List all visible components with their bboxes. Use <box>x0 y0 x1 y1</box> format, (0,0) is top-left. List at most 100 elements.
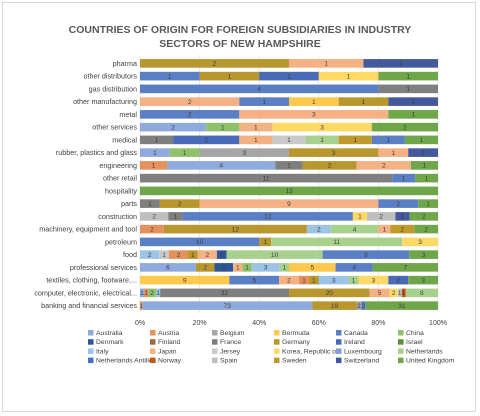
bar-segment-japan <box>239 110 389 119</box>
legend-swatch-austria <box>150 330 156 336</box>
legend-swatch-ireland <box>336 339 342 345</box>
category-label: other retail <box>103 174 137 183</box>
bar-segment-germany <box>195 263 215 272</box>
category-label: engineering <box>99 161 137 170</box>
bar-segment-china <box>242 263 252 272</box>
data-label: 2 <box>204 137 208 144</box>
bar-segment-germany <box>163 224 307 234</box>
data-label: 1 <box>183 150 187 157</box>
data-label: 8 <box>420 290 424 297</box>
bar-segment-germany <box>199 71 260 81</box>
legend-swatch-denmark <box>88 339 94 345</box>
data-label: 1 <box>148 201 152 208</box>
bar-segment-france <box>140 199 160 208</box>
x-tick-label: 20% <box>193 320 207 327</box>
bar-segment-denmark <box>214 263 234 272</box>
category-label: food <box>123 250 137 259</box>
data-label: 6 <box>166 265 170 272</box>
data-label: 3 <box>320 124 324 131</box>
bar-segment-australia <box>140 148 170 157</box>
bar-segment-germany <box>312 301 357 310</box>
legend-swatch-netherlands-antilles <box>88 357 94 364</box>
bar-segment-canada <box>229 275 280 285</box>
bar-segment-france <box>378 84 438 94</box>
bar-segment-korea-republic-of <box>352 212 368 221</box>
bar-segment-netherlands <box>330 224 379 234</box>
data-label: 1 <box>220 252 224 259</box>
x-tick-label: 80% <box>371 320 385 327</box>
legend-label-bermuda: Bermuda <box>282 330 310 337</box>
legend-label-austria: Austria <box>158 330 179 337</box>
data-label: 2 <box>152 214 156 221</box>
data-label: 1 <box>152 163 156 170</box>
legend: Australia Austria Belgium Bermuda Canada Chin… <box>88 330 455 365</box>
bar-segment-united-kingdom <box>418 199 438 208</box>
bar-segment-spain <box>367 212 396 221</box>
bar-segment-australia <box>140 122 207 132</box>
data-label: 1 <box>263 239 267 246</box>
data-label: 5 <box>310 265 314 272</box>
data-label: 12 <box>264 214 272 221</box>
data-label: 1 <box>153 150 157 157</box>
data-label: 3 <box>372 277 376 284</box>
data-label: 1 <box>254 137 258 144</box>
legend-label-finland: Finland <box>158 339 181 346</box>
bar-segment-japan <box>239 122 273 132</box>
bar-segment-italy <box>140 250 160 259</box>
category-label: construction <box>98 212 137 221</box>
data-label: 11 <box>263 175 270 182</box>
data-label: 2 <box>403 124 407 131</box>
data-label: 2 <box>396 201 400 208</box>
bar-segment-canada <box>378 199 419 208</box>
data-label: 1 <box>262 99 266 106</box>
legend-label-japan: Japan <box>158 348 177 355</box>
data-label: 2 <box>362 303 366 310</box>
bar-segment-france <box>140 135 174 145</box>
bar-segment-france <box>160 288 289 298</box>
data-label: 3 <box>332 277 336 284</box>
data-label: 31 <box>398 303 406 310</box>
bar-segment-france <box>168 212 183 221</box>
category-labels: pharma other distributors gas distribution… <box>34 59 137 310</box>
bar-segment-italy <box>318 275 349 285</box>
bar-segment-united-kingdom <box>140 186 438 196</box>
bar-segment-bermuda <box>289 97 339 106</box>
data-label: 1 <box>312 99 316 106</box>
bar-segment-austria <box>298 275 309 285</box>
data-label: 7 <box>404 265 408 272</box>
legend-label-norway: Norway <box>158 358 182 365</box>
bars: 2 1 11 1 1 1 14 12 1 1 1 12 3 12 1 1 3 21 2 1 1 1 1 1 11 1 3 3 1 11 4 1… <box>139 59 438 310</box>
bar-segment-japan <box>197 250 217 259</box>
bar-segment-united-kingdom <box>371 122 438 132</box>
category-label: gas distribution <box>89 84 137 93</box>
data-label: 1 <box>236 265 240 272</box>
data-label: 1 <box>287 73 291 80</box>
bar-segment-korea-republic-of <box>402 237 438 247</box>
data-label: 2 <box>188 112 192 119</box>
bar-segment-korea-republic-of <box>358 275 389 285</box>
bar-segment-japan <box>239 135 273 145</box>
x-axis-ticks: 0% 20% 40% 60% 80% 100% <box>135 320 447 327</box>
legend-swatch-spain <box>212 357 218 364</box>
legend-label-denmark: Denmark <box>96 339 124 346</box>
bar-segment-jersey <box>159 250 169 259</box>
data-label: 3 <box>421 277 425 284</box>
bar-segment-austria <box>168 250 189 259</box>
data-label: 2 <box>171 124 175 131</box>
data-label: 1 <box>391 150 395 157</box>
legend-label-netherlands-antilles: Netherlands Antilles <box>96 358 157 365</box>
legend-swatch-korea-republic-of <box>274 348 280 354</box>
legend-label-united-kingdom: United Kingdom <box>406 358 455 365</box>
bar-segment-canada <box>361 301 366 310</box>
bar-segment-netherlands <box>226 250 323 259</box>
bar-segment-austria <box>140 161 168 170</box>
legend-swatch-united-kingdom <box>398 357 404 364</box>
data-label: 1 <box>139 303 143 310</box>
data-label: 10 <box>196 239 204 246</box>
data-label: 1 <box>401 214 405 221</box>
legend-swatch-china <box>398 330 404 336</box>
bar-segment-united-kingdom <box>372 263 438 272</box>
bar-segment-australia <box>142 301 313 310</box>
data-label: 20 <box>326 290 334 297</box>
category-label: medical <box>112 135 137 144</box>
